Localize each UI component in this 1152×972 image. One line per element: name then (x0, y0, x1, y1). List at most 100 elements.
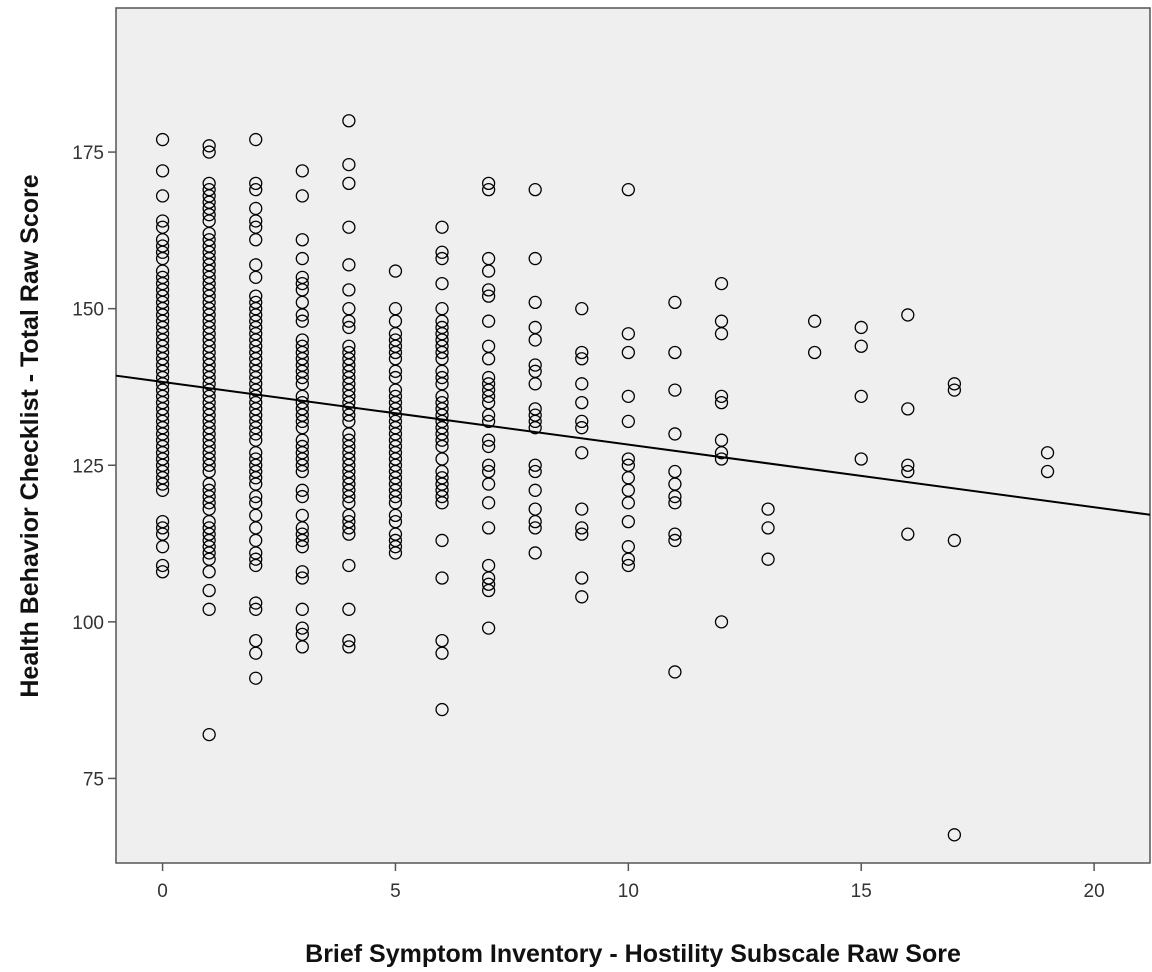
data-point (342, 521, 356, 535)
data-point (435, 345, 449, 360)
data-point (249, 596, 263, 610)
data-point (435, 245, 449, 259)
data-point (295, 489, 309, 504)
data-point (575, 395, 589, 410)
data-point (342, 527, 356, 541)
data-point (295, 276, 309, 291)
data-point (342, 314, 356, 328)
x-tick-label: 15 (851, 881, 872, 902)
data-point (621, 558, 635, 573)
data-point (481, 414, 496, 429)
data-point (202, 145, 216, 159)
data-point (621, 552, 635, 566)
data-point (295, 164, 309, 178)
data-point (761, 552, 775, 566)
data-point (668, 383, 682, 397)
data-point (854, 320, 868, 335)
x-tick-label: 0 (157, 881, 168, 902)
data-point (668, 345, 682, 360)
data-point (249, 233, 263, 247)
data-point (621, 389, 635, 404)
data-point (435, 276, 449, 291)
data-point (342, 489, 356, 504)
data-point (155, 245, 170, 259)
data-point (807, 314, 822, 328)
data-point (668, 295, 682, 310)
data-point (1040, 446, 1055, 460)
data-point (621, 345, 635, 360)
data-point (249, 176, 263, 191)
y-tick-label: 125 (72, 456, 104, 477)
data-point (714, 615, 729, 629)
data-point (295, 370, 309, 385)
x-axis: 0 5 10 15 20 (157, 863, 1105, 902)
data-point (295, 533, 309, 548)
data-point (528, 421, 542, 435)
data-point (621, 327, 635, 341)
data-point (249, 471, 263, 485)
data-point (249, 646, 263, 660)
data-point (481, 577, 496, 591)
data-point (481, 521, 496, 535)
data-point (575, 571, 589, 585)
data-point (388, 508, 403, 523)
data-point (575, 352, 589, 366)
data-point (575, 521, 589, 535)
data-point (342, 408, 356, 422)
data-point (621, 496, 635, 510)
data-point (342, 220, 356, 234)
data-point (481, 176, 496, 191)
data-point (435, 496, 449, 510)
data-point (621, 452, 635, 466)
data-point (528, 514, 542, 529)
data-point (575, 302, 589, 316)
data-point (388, 546, 403, 560)
data-point (668, 427, 682, 441)
data-point (342, 258, 356, 272)
data-point (202, 727, 216, 742)
data-point (295, 640, 309, 654)
data-point (575, 446, 589, 460)
data-point (435, 251, 449, 266)
data-point (295, 414, 309, 429)
data-point (435, 489, 449, 504)
data-point (528, 251, 542, 266)
y-tick-label: 150 (72, 300, 104, 321)
data-point (342, 640, 356, 654)
x-axis-title: Brief Symptom Inventory - Hostility Subs… (305, 940, 961, 968)
data-point (481, 477, 496, 491)
x-tick-label: 20 (1084, 881, 1105, 902)
data-point (481, 182, 496, 197)
data-point (621, 414, 635, 429)
data-point (249, 182, 263, 197)
data-point (295, 189, 309, 203)
data-point (295, 565, 309, 579)
data-point (295, 251, 309, 266)
data-point (901, 308, 915, 322)
data-point (202, 458, 216, 472)
data-point (388, 540, 403, 554)
data-point (668, 527, 682, 541)
data-point (249, 132, 263, 147)
data-point (528, 333, 542, 347)
data-point (714, 395, 729, 410)
data-point (342, 283, 356, 297)
data-point (202, 565, 216, 579)
y-axis-title: Health Behavior Checklist - Total Raw Sc… (16, 174, 44, 697)
data-point (342, 602, 356, 616)
data-point (155, 164, 170, 178)
data-point (668, 665, 682, 679)
plot-area (115, 7, 1151, 864)
data-point (481, 458, 496, 472)
data-point (901, 458, 915, 472)
fit-line (115, 374, 1151, 516)
data-point (528, 458, 542, 472)
data-point (481, 283, 496, 297)
data-point (901, 527, 915, 541)
data-point (528, 464, 542, 479)
data-point (388, 489, 403, 504)
data-point (295, 621, 309, 635)
data-point (342, 633, 356, 648)
data-point (528, 546, 542, 560)
